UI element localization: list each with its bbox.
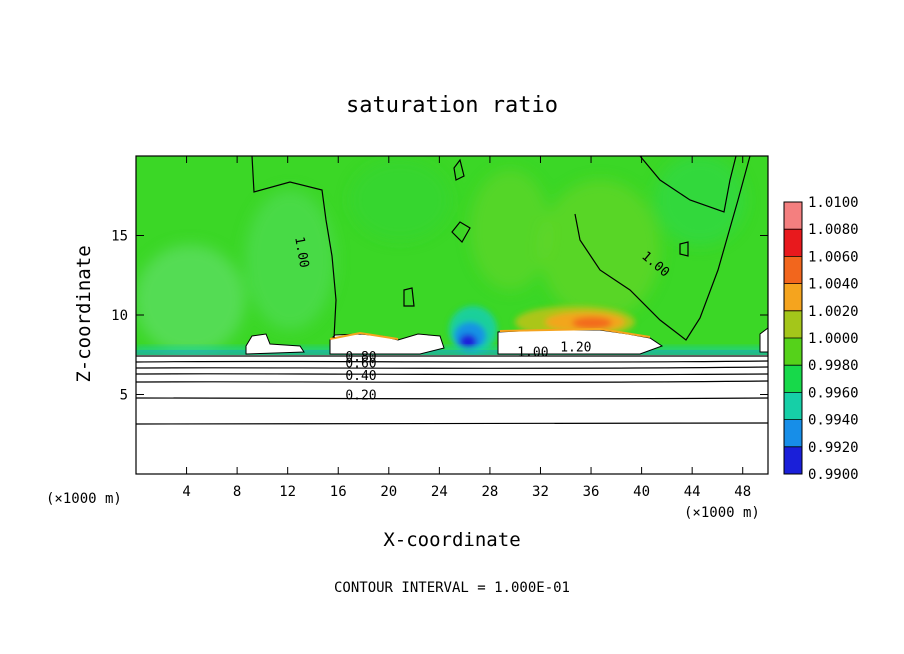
heatmap-field: 1.00 1.001.00 1.200.800.600.400.20 (136, 156, 768, 474)
colorbar-label: 0.9960 (808, 385, 859, 401)
colorbar-label: 1.0040 (808, 277, 859, 293)
colorbar-label: 1.0000 (808, 331, 859, 347)
chart-title: saturation ratio (346, 93, 558, 118)
x-tick-label: 48 (734, 484, 751, 500)
x-tick-label: 28 (481, 484, 498, 500)
x-axis: 4 8 12 16 20 24 28 32 36 40 44 48 (182, 156, 751, 500)
contour-label: 0.20 (345, 388, 376, 403)
y-axis-label: Z-coordinate (73, 245, 95, 382)
colorbar-label: 1.0020 (808, 304, 859, 320)
colorbar-swatch (784, 202, 802, 230)
colorbar-label: 1.0100 (808, 195, 859, 211)
x-tick-label: 20 (380, 484, 397, 500)
colorbar-swatch (784, 365, 802, 393)
y-axis: 5 10 15 (111, 229, 768, 404)
x-tick-label: 24 (431, 484, 448, 500)
colorbar-label: 0.9900 (808, 467, 859, 483)
contour-label: 0.40 (345, 369, 376, 384)
colorbar-swatch (784, 229, 802, 257)
colorbar-label: 1.0080 (808, 222, 859, 238)
y-tick-label: 10 (111, 308, 128, 324)
contour-label: 0.80 (345, 350, 376, 365)
x-axis-label: X-coordinate (383, 529, 520, 551)
colorbar: 1.0100 1.0080 1.0060 1.0040 1.0020 1.0000 0.99… (783, 195, 859, 483)
x-tick-label: 32 (532, 484, 549, 500)
x-tick-label: 4 (182, 484, 190, 500)
contour-label: 1.20 (560, 341, 591, 356)
x-tick-label: 40 (633, 484, 650, 500)
x-tick-label: 16 (330, 484, 347, 500)
colorbar-swatch (784, 446, 802, 474)
y-tick-label: 5 (120, 388, 128, 404)
y-tick-label: 15 (111, 229, 128, 245)
x-tick-label: 12 (279, 484, 296, 500)
x-tick-label: 36 (583, 484, 600, 500)
colorbar-label: 0.9920 (808, 440, 859, 456)
x-tick-label: 44 (684, 484, 701, 500)
colorbar-swatch (784, 256, 802, 284)
contour-label: 0.60 (345, 356, 376, 371)
colorbar-label: 0.9940 (808, 413, 859, 429)
colorbar-label: 1.0060 (808, 249, 859, 265)
x-axis-unit-left: (×1000 m) (46, 491, 122, 507)
contour-interval-note: CONTOUR INTERVAL = 1.000E-01 (334, 580, 570, 596)
colorbar-swatch (784, 419, 802, 447)
colorbar-swatch (784, 283, 802, 311)
colorbar-swatch (784, 392, 802, 420)
colorbar-label: 0.9980 (808, 358, 859, 374)
colorbar-swatch (784, 338, 802, 366)
contour-labels: 1.00 1.001.00 1.200.800.600.400.20 (291, 236, 672, 404)
colorbar-swatch (784, 310, 802, 338)
contour-label: 1.00 (517, 345, 548, 360)
x-axis-unit-right: (×1000 m) (684, 505, 760, 521)
contour-label: 1.00 (291, 236, 311, 269)
x-tick-label: 8 (233, 484, 241, 500)
